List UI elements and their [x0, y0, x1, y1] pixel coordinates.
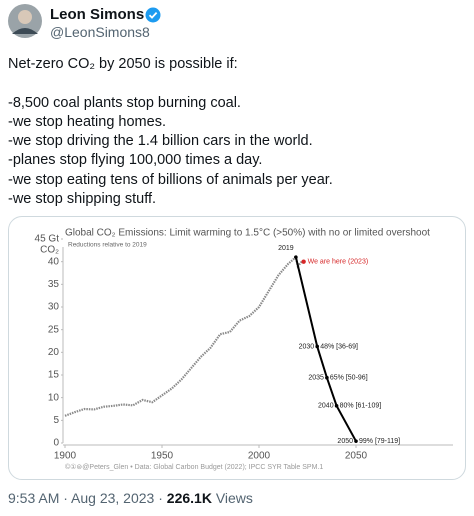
- tweet-intro: Net-zero CO₂ by 2050 is possible if:: [8, 56, 238, 72]
- y-tick-label: 40: [48, 256, 60, 267]
- pathway-point: [315, 344, 320, 349]
- tweet-line: -we stop shipping stuff.: [8, 191, 157, 208]
- y-tick-label: 10: [48, 392, 60, 403]
- media-card[interactable]: Global CO₂ Emissions: Limit warming to 1…: [8, 216, 466, 480]
- x-tick-label: 1900: [54, 451, 77, 462]
- tweet-lines: -8,500 coal plants stop burning coal. -we…: [8, 94, 333, 210]
- pathway-point: [294, 255, 298, 259]
- pathway-reduction: 48% [36-69]: [320, 343, 358, 350]
- y-axis-label: CO₂: [40, 245, 59, 256]
- pathway-reduction: 65% [50-96]: [330, 375, 368, 382]
- pathway-reduction: 99% [79-119]: [359, 438, 400, 445]
- y-tick-label: 0: [53, 438, 59, 449]
- chart: Global CO₂ Emissions: Limit warming to 1…: [35, 228, 453, 471]
- pathway-point: [334, 404, 339, 408]
- pathway-year: 2050: [337, 438, 353, 445]
- y-tick-label: 20: [48, 347, 60, 358]
- pathway-year: 2035: [308, 375, 324, 382]
- tweet-line: -we stop eating tens of billions of anim…: [8, 171, 333, 188]
- y-tick-label: 5: [53, 415, 59, 426]
- pathway-year: 2040: [318, 403, 334, 410]
- y-tick-label: 30: [48, 302, 60, 313]
- tweet-line: -we stop driving the 1.4 billion cars in…: [8, 133, 313, 150]
- pathway-year: 2019: [278, 245, 294, 252]
- avatar[interactable]: [8, 4, 42, 38]
- pathway-reduction: 80% [61-109]: [340, 403, 382, 410]
- tweet-text: Net-zero CO₂ by 2050 is possible if: -8,…: [8, 55, 333, 209]
- chart-title: Global CO₂ Emissions: Limit warming to 1…: [65, 228, 430, 239]
- tweet-line: -planes stop flying 100,000 times a day.: [8, 152, 263, 169]
- author-handle[interactable]: @LeonSimons8: [50, 24, 150, 40]
- current-marker-label: We are here (2023): [308, 259, 369, 266]
- y-tick-label: 15: [48, 370, 60, 381]
- verified-badge: [145, 7, 161, 23]
- tweet-line: -8,500 coal plants stop burning coal.: [8, 94, 241, 111]
- chart-subtitle: Reductions relative to 2019: [68, 242, 147, 249]
- timestamp[interactable]: 9:53 AM · Aug 23, 2023 ·: [8, 490, 163, 506]
- history-line: [64, 255, 303, 417]
- pathway-point: [325, 375, 329, 380]
- view-count: 226.1K: [166, 490, 212, 506]
- y-tick-label: 45 Gt: [35, 234, 60, 245]
- x-tick-label: 2050: [345, 451, 368, 462]
- y-tick-label: 25: [48, 324, 60, 335]
- views-label: Views: [215, 490, 253, 506]
- current-marker: [301, 259, 306, 264]
- x-tick-label: 1950: [151, 451, 174, 462]
- chart-credit: ©①⊜@Peters_Glen • Data: Global Carbon Bu…: [65, 463, 323, 471]
- tweet-footer: 9:53 AM · Aug 23, 2023 · 226.1K Views: [8, 490, 253, 506]
- pathway-point: [354, 439, 358, 443]
- tweet-line: -we stop heating homes.: [8, 113, 166, 130]
- y-tick-label: 35: [48, 279, 60, 290]
- pathway-year: 2030: [299, 343, 315, 350]
- x-tick-label: 2000: [248, 451, 271, 462]
- author-name[interactable]: Leon Simons: [50, 6, 145, 23]
